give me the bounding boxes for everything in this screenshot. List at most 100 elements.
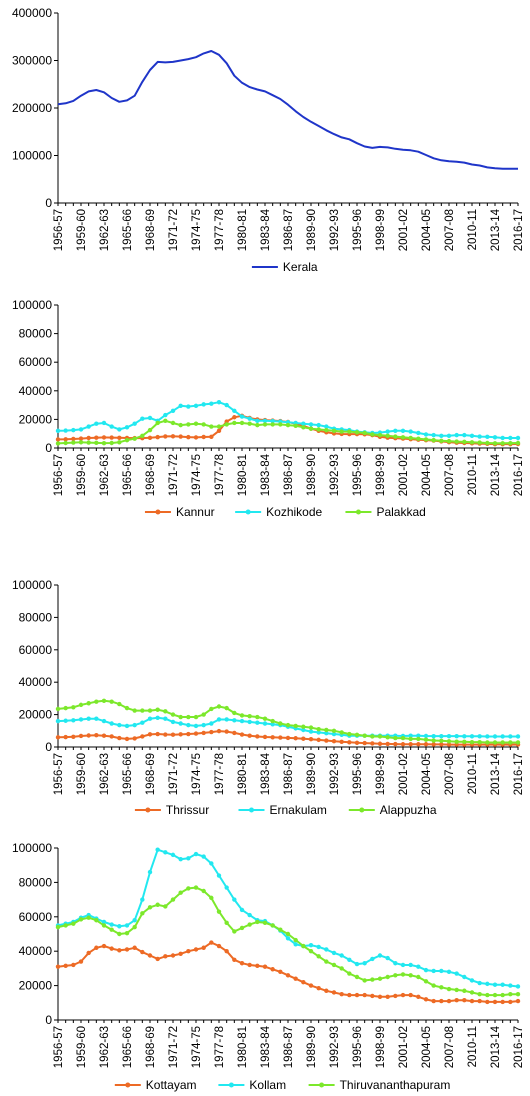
x-tick-label: 1989-90 [306,1026,318,1068]
x-tick-label: 1956-57 [53,209,65,251]
data-point [255,422,260,428]
data-point [155,956,160,962]
data-point [193,885,199,890]
data-point [408,992,413,998]
data-point [408,435,413,441]
data-point [492,435,498,440]
data-point [408,742,413,747]
data-point [477,992,482,997]
y-tick-label: 100000 [12,149,52,163]
x-tick-label: 1983-84 [260,752,272,795]
data-point [216,400,222,405]
data-point [132,722,137,728]
data-point [285,931,291,937]
data-point [324,727,329,733]
series-line-kollam [57,848,519,988]
data-point [140,897,145,902]
data-point [71,734,76,739]
data-point [515,998,521,1004]
data-point [232,929,237,934]
x-tick-label: 1968-69 [145,209,157,251]
data-point [255,734,260,739]
data-point [117,924,122,929]
data-point [94,716,99,721]
data-point [416,974,421,980]
x-tick-label: 1989-90 [306,753,318,795]
data-point [347,992,352,998]
data-point [201,434,206,440]
data-point [293,723,298,729]
data-point [193,851,199,857]
data-point [354,961,360,967]
data-point [431,968,436,974]
data-point [71,962,76,968]
data-point [500,992,505,998]
data-point [178,951,183,956]
data-point [301,979,306,985]
data-point [400,992,406,998]
x-tick-label: 2013-14 [490,208,502,251]
legend-item-palakkad: Palakkad [345,505,426,519]
data-point [446,986,452,992]
legend-label: Thrissur [166,803,209,817]
data-point [170,732,176,737]
data-point [454,439,459,444]
legend-item-kerala: Kerala [251,260,318,274]
x-tick-label: 1965-66 [122,454,134,496]
data-point [163,954,168,959]
data-point [63,437,68,442]
data-point [147,732,153,737]
x-tick-label: 1983-84 [260,208,272,251]
y-tick-label: 0 [45,441,52,455]
data-point [63,734,68,740]
data-point [86,424,91,429]
data-point [431,983,436,988]
data-point [423,437,429,442]
x-tick-label: 1980-81 [237,209,249,251]
data-point [170,852,176,858]
data-point [140,416,145,421]
data-point [408,962,413,968]
x-tick-label: 2013-14 [490,453,502,496]
data-point [109,721,114,726]
x-tick-label: 1980-81 [237,753,249,795]
data-point [255,963,260,969]
data-point [508,440,513,446]
data-point [270,718,275,724]
data-point [354,732,360,738]
legend-marker [245,509,251,515]
data-point [117,435,122,441]
data-point [270,422,275,427]
data-point [324,738,329,743]
x-tick-label: 1971-72 [168,209,180,251]
data-point [132,945,137,950]
data-point [354,740,360,745]
data-point [247,416,252,421]
data-point [385,955,390,961]
y-tick-label: 0 [45,740,52,754]
data-point [362,733,367,738]
data-point [63,718,68,723]
data-point [55,964,61,969]
data-point [324,947,329,952]
data-point [201,730,206,736]
x-tick-label: 1959-60 [76,454,88,496]
data-point [155,420,160,426]
data-point [155,434,160,440]
data-point [500,734,505,739]
data-point [477,980,482,986]
data-point [416,733,421,738]
x-tick-label: 1968-69 [145,454,157,496]
x-tick-label: 1971-72 [168,1026,180,1068]
data-point [416,736,421,742]
data-point [170,953,176,958]
data-point [500,435,505,441]
data-point [216,943,222,949]
legend-marker [145,807,151,813]
x-tick-label: 2004-05 [421,1026,433,1068]
data-point [431,432,436,438]
x-tick-label: 1986-87 [283,209,295,251]
x-tick-label: 1962-63 [99,454,111,496]
data-point [117,931,122,937]
data-point [331,950,337,956]
